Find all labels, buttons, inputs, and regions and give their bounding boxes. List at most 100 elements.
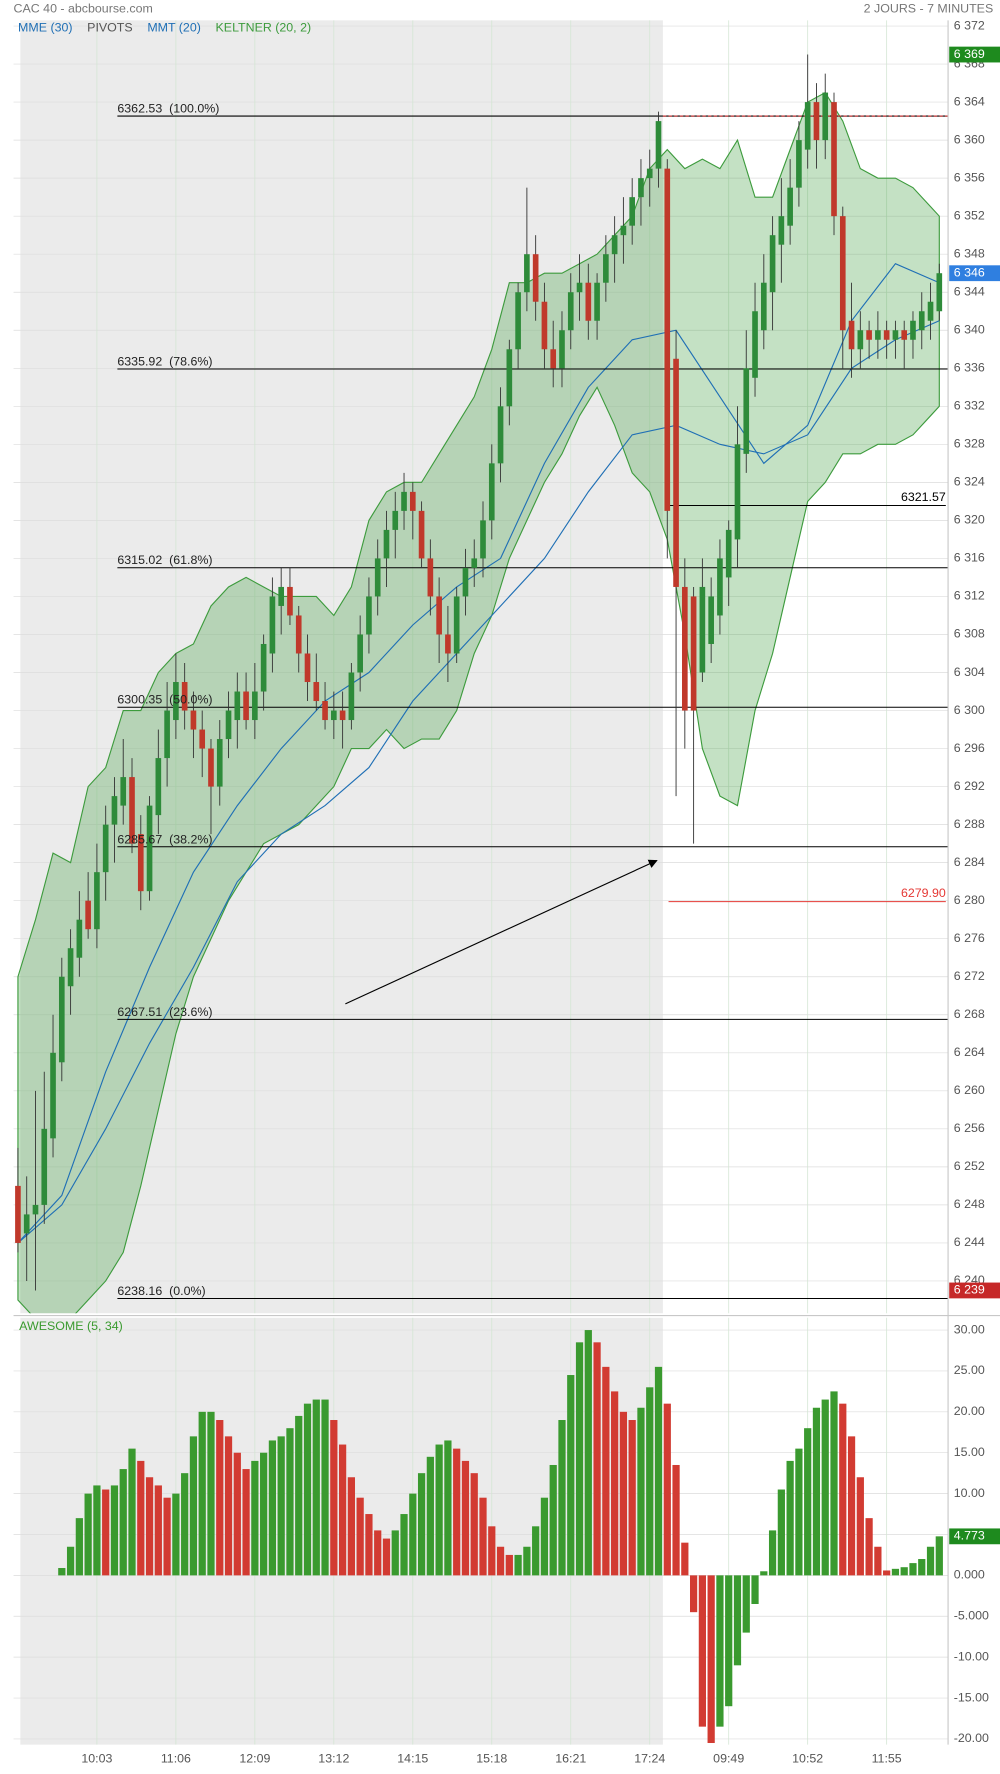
candle-body — [717, 558, 723, 616]
candle-body — [287, 586, 293, 616]
oscillator-bar — [145, 1477, 154, 1576]
fib-label: 6300.35 (50.0%) — [117, 693, 212, 707]
candle-body — [366, 596, 372, 635]
candle-body — [725, 529, 732, 578]
oscillator-bar — [584, 1330, 592, 1576]
oscillator-bar — [453, 1448, 461, 1576]
candle-body — [743, 368, 750, 454]
page-title: CAC 40 - abcbourse.com — [14, 1, 153, 15]
candle-body — [374, 558, 381, 597]
value-tag-label: 4.773 — [954, 1529, 985, 1543]
oscillator-bar — [66, 1546, 75, 1576]
candle-body — [173, 682, 179, 721]
candle-body — [23, 1214, 30, 1234]
candle-body — [769, 235, 776, 293]
oscillator-bar — [821, 1399, 829, 1576]
candle-body — [357, 634, 363, 673]
candle-body — [532, 254, 539, 302]
oscillator-bar — [216, 1420, 224, 1576]
oscillator-bar — [795, 1448, 803, 1576]
candle-body — [295, 615, 302, 654]
oscillator-bar — [75, 1518, 83, 1576]
candle-body — [682, 586, 688, 711]
candle-body — [813, 102, 820, 141]
candle-body — [208, 748, 214, 787]
fib-label: 6335.92 (78.6%) — [117, 355, 212, 369]
candle-body — [673, 358, 679, 587]
candle-body — [488, 463, 495, 521]
candle-body — [620, 225, 627, 236]
candle-body — [120, 777, 127, 806]
candle-body — [67, 948, 74, 987]
candle-body — [164, 710, 170, 759]
session-shade — [20, 20, 663, 1314]
oscillator-bar — [768, 1530, 777, 1576]
legend-entry: PIVOTS — [87, 21, 132, 35]
x-tick-label: 12:09 — [239, 1752, 270, 1766]
oscillator-bar — [654, 1366, 663, 1576]
oscillator-bar — [470, 1473, 478, 1576]
candle-body — [629, 197, 636, 226]
candle-body — [383, 529, 390, 559]
oscillator-bar — [382, 1538, 391, 1576]
oscillator-bar — [374, 1530, 382, 1576]
oscillator-bar — [119, 1469, 127, 1576]
legend-entry: KELTNER (20, 2) — [216, 21, 312, 35]
candle-body — [252, 691, 258, 721]
price-tag — [949, 46, 1000, 63]
y-tick-label: 6 280 — [954, 893, 985, 907]
oscillator-bar — [619, 1411, 628, 1576]
y-tick-label: 6 340 — [954, 323, 985, 337]
x-tick-label: 16:21 — [555, 1752, 586, 1766]
candle-body — [94, 872, 100, 930]
oscillator-bar — [295, 1415, 303, 1576]
y-tick-label: 6 364 — [954, 94, 985, 108]
y-tick-label: 15.00 — [954, 1445, 985, 1459]
oscillator-bar — [681, 1542, 689, 1576]
candle-body — [199, 729, 206, 749]
candle-body — [541, 301, 548, 350]
oscillator-bar — [926, 1546, 935, 1576]
candle-body — [690, 596, 697, 711]
candle-body — [778, 216, 785, 245]
oscillator-bar — [514, 1554, 522, 1576]
oscillator-bar — [84, 1493, 92, 1576]
candle-body — [822, 92, 829, 141]
candle-body — [85, 900, 91, 930]
oscillator-bar — [751, 1575, 759, 1604]
candle-body — [313, 682, 320, 702]
y-tick-label: 6 320 — [954, 513, 985, 527]
price-tag — [949, 1282, 1000, 1299]
y-tick-label: 6 296 — [954, 741, 985, 755]
oscillator-bar — [189, 1436, 198, 1576]
y-tick-label: 10.00 — [954, 1486, 985, 1500]
oscillator-bar — [479, 1497, 487, 1576]
candle-body — [585, 282, 592, 321]
candle-body — [796, 140, 802, 188]
oscillator-bar — [847, 1436, 856, 1576]
candle-body — [436, 596, 442, 635]
y-tick-label: 6 276 — [954, 931, 985, 945]
oscillator-bar — [251, 1460, 259, 1576]
candle-body — [603, 254, 609, 283]
oscillator-bar — [637, 1407, 645, 1576]
y-tick-label: -10.00 — [954, 1649, 989, 1663]
y-tick-label: 6 312 — [954, 589, 985, 603]
candle-body — [129, 777, 135, 844]
candle-body — [445, 634, 451, 654]
oscillator-bar — [137, 1460, 145, 1576]
oscillator-bar — [830, 1391, 838, 1576]
candle-body — [181, 682, 188, 711]
candle-body — [331, 710, 337, 721]
oscillator-bar — [611, 1391, 619, 1576]
candle-body — [15, 1185, 21, 1243]
candle-body — [857, 330, 864, 350]
y-tick-label: 6 248 — [954, 1197, 985, 1211]
y-tick-label: 6 344 — [954, 285, 985, 299]
candle-body — [137, 834, 144, 892]
oscillator-bar — [260, 1452, 268, 1576]
oscillator-bar — [593, 1342, 601, 1576]
oscillator-bar — [303, 1403, 312, 1576]
candle-body — [866, 330, 872, 340]
